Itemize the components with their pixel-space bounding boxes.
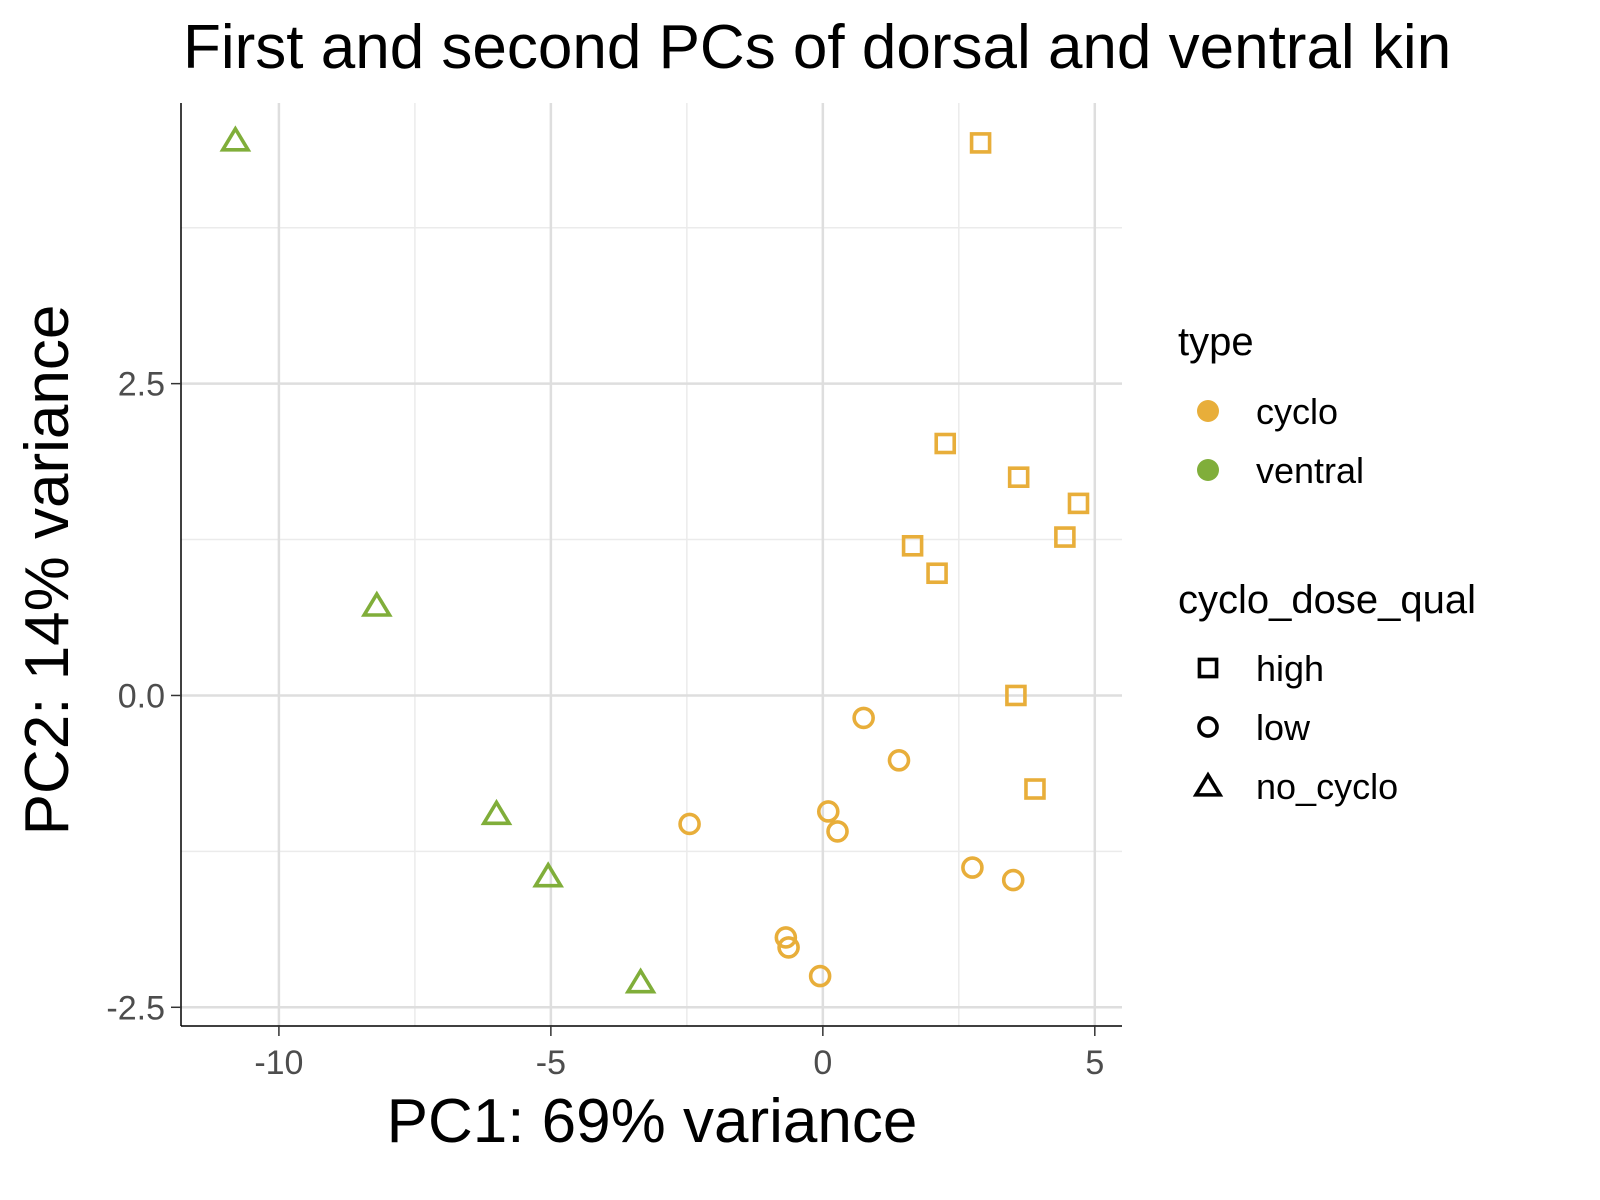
legend-label-cyclo: cyclo <box>1256 391 1338 432</box>
data-point-cyclo-low <box>1001 868 1025 892</box>
data-point-ventral-no_cyclo <box>219 125 252 152</box>
data-point-cyclo-low <box>777 936 800 959</box>
legend-label-low: low <box>1256 707 1311 748</box>
data-point-cyclo-high <box>1054 526 1076 548</box>
legend-label-no_cyclo: no_cyclo <box>1256 766 1398 807</box>
data-point-cyclo-high <box>934 432 957 455</box>
data-point-ventral-no_cyclo <box>480 798 513 826</box>
data-point-cyclo-low <box>826 820 849 843</box>
data-point-ventral-no_cyclo <box>360 590 393 617</box>
grid-lines <box>181 103 1122 1026</box>
legend-shape-title: cyclo_dose_qual <box>1178 578 1476 622</box>
x-axis-ticks: -10 -5 0 5 <box>254 1026 1104 1082</box>
legend-key-no_cyclo <box>1192 771 1224 797</box>
data-point-cyclo-low <box>816 800 840 823</box>
y-tick-label: 0.0 <box>118 677 165 715</box>
data-points <box>219 125 1090 994</box>
data-point-cyclo-low <box>852 706 875 730</box>
legend-key-high <box>1197 657 1219 679</box>
data-point-cyclo-low <box>774 926 798 949</box>
chart-title: First and second PCs of dorsal and ventr… <box>183 13 1451 82</box>
x-tick-label: -5 <box>536 1044 566 1082</box>
data-point-cyclo-high <box>926 562 948 585</box>
x-tick-label: -10 <box>254 1044 303 1082</box>
data-point-cyclo-high <box>969 132 992 154</box>
y-axis-ticks: -2.5 0.0 2.5 <box>106 366 181 1027</box>
legend-label-ventral: ventral <box>1256 450 1364 491</box>
legend-type-title: type <box>1178 320 1254 364</box>
data-point-ventral-no_cyclo <box>624 967 657 994</box>
x-tick-label: 0 <box>813 1044 832 1082</box>
x-axis-label: PC1: 69% variance <box>387 1087 918 1156</box>
data-point-cyclo-high <box>1024 778 1046 800</box>
legend-shape-items: high low no_cyclo <box>1192 648 1398 807</box>
data-point-ventral-no_cyclo <box>532 861 564 888</box>
data-point-cyclo-high <box>1005 684 1027 707</box>
data-point-cyclo-low <box>808 964 832 988</box>
legend-key-low <box>1197 716 1219 738</box>
legend: type cyclo ventral cyclo_dose_qual high lo… <box>1178 320 1476 807</box>
data-point-cyclo-low <box>887 749 911 772</box>
data-point-cyclo-high <box>901 534 924 557</box>
data-point-cyclo-low <box>678 812 701 836</box>
y-tick-label: -2.5 <box>106 989 165 1027</box>
legend-label-high: high <box>1256 648 1324 689</box>
data-point-cyclo-low <box>961 856 984 879</box>
axes <box>180 103 1122 1027</box>
data-point-cyclo-high <box>1067 492 1090 515</box>
y-axis-label: PC2: 14% variance <box>13 305 82 836</box>
x-tick-label: 5 <box>1085 1044 1104 1082</box>
data-point-cyclo-high <box>1007 466 1030 488</box>
legend-key-ventral <box>1197 459 1219 481</box>
legend-type-items: cyclo ventral <box>1197 391 1364 491</box>
y-tick-label: 2.5 <box>118 366 165 404</box>
legend-key-cyclo <box>1197 400 1219 422</box>
